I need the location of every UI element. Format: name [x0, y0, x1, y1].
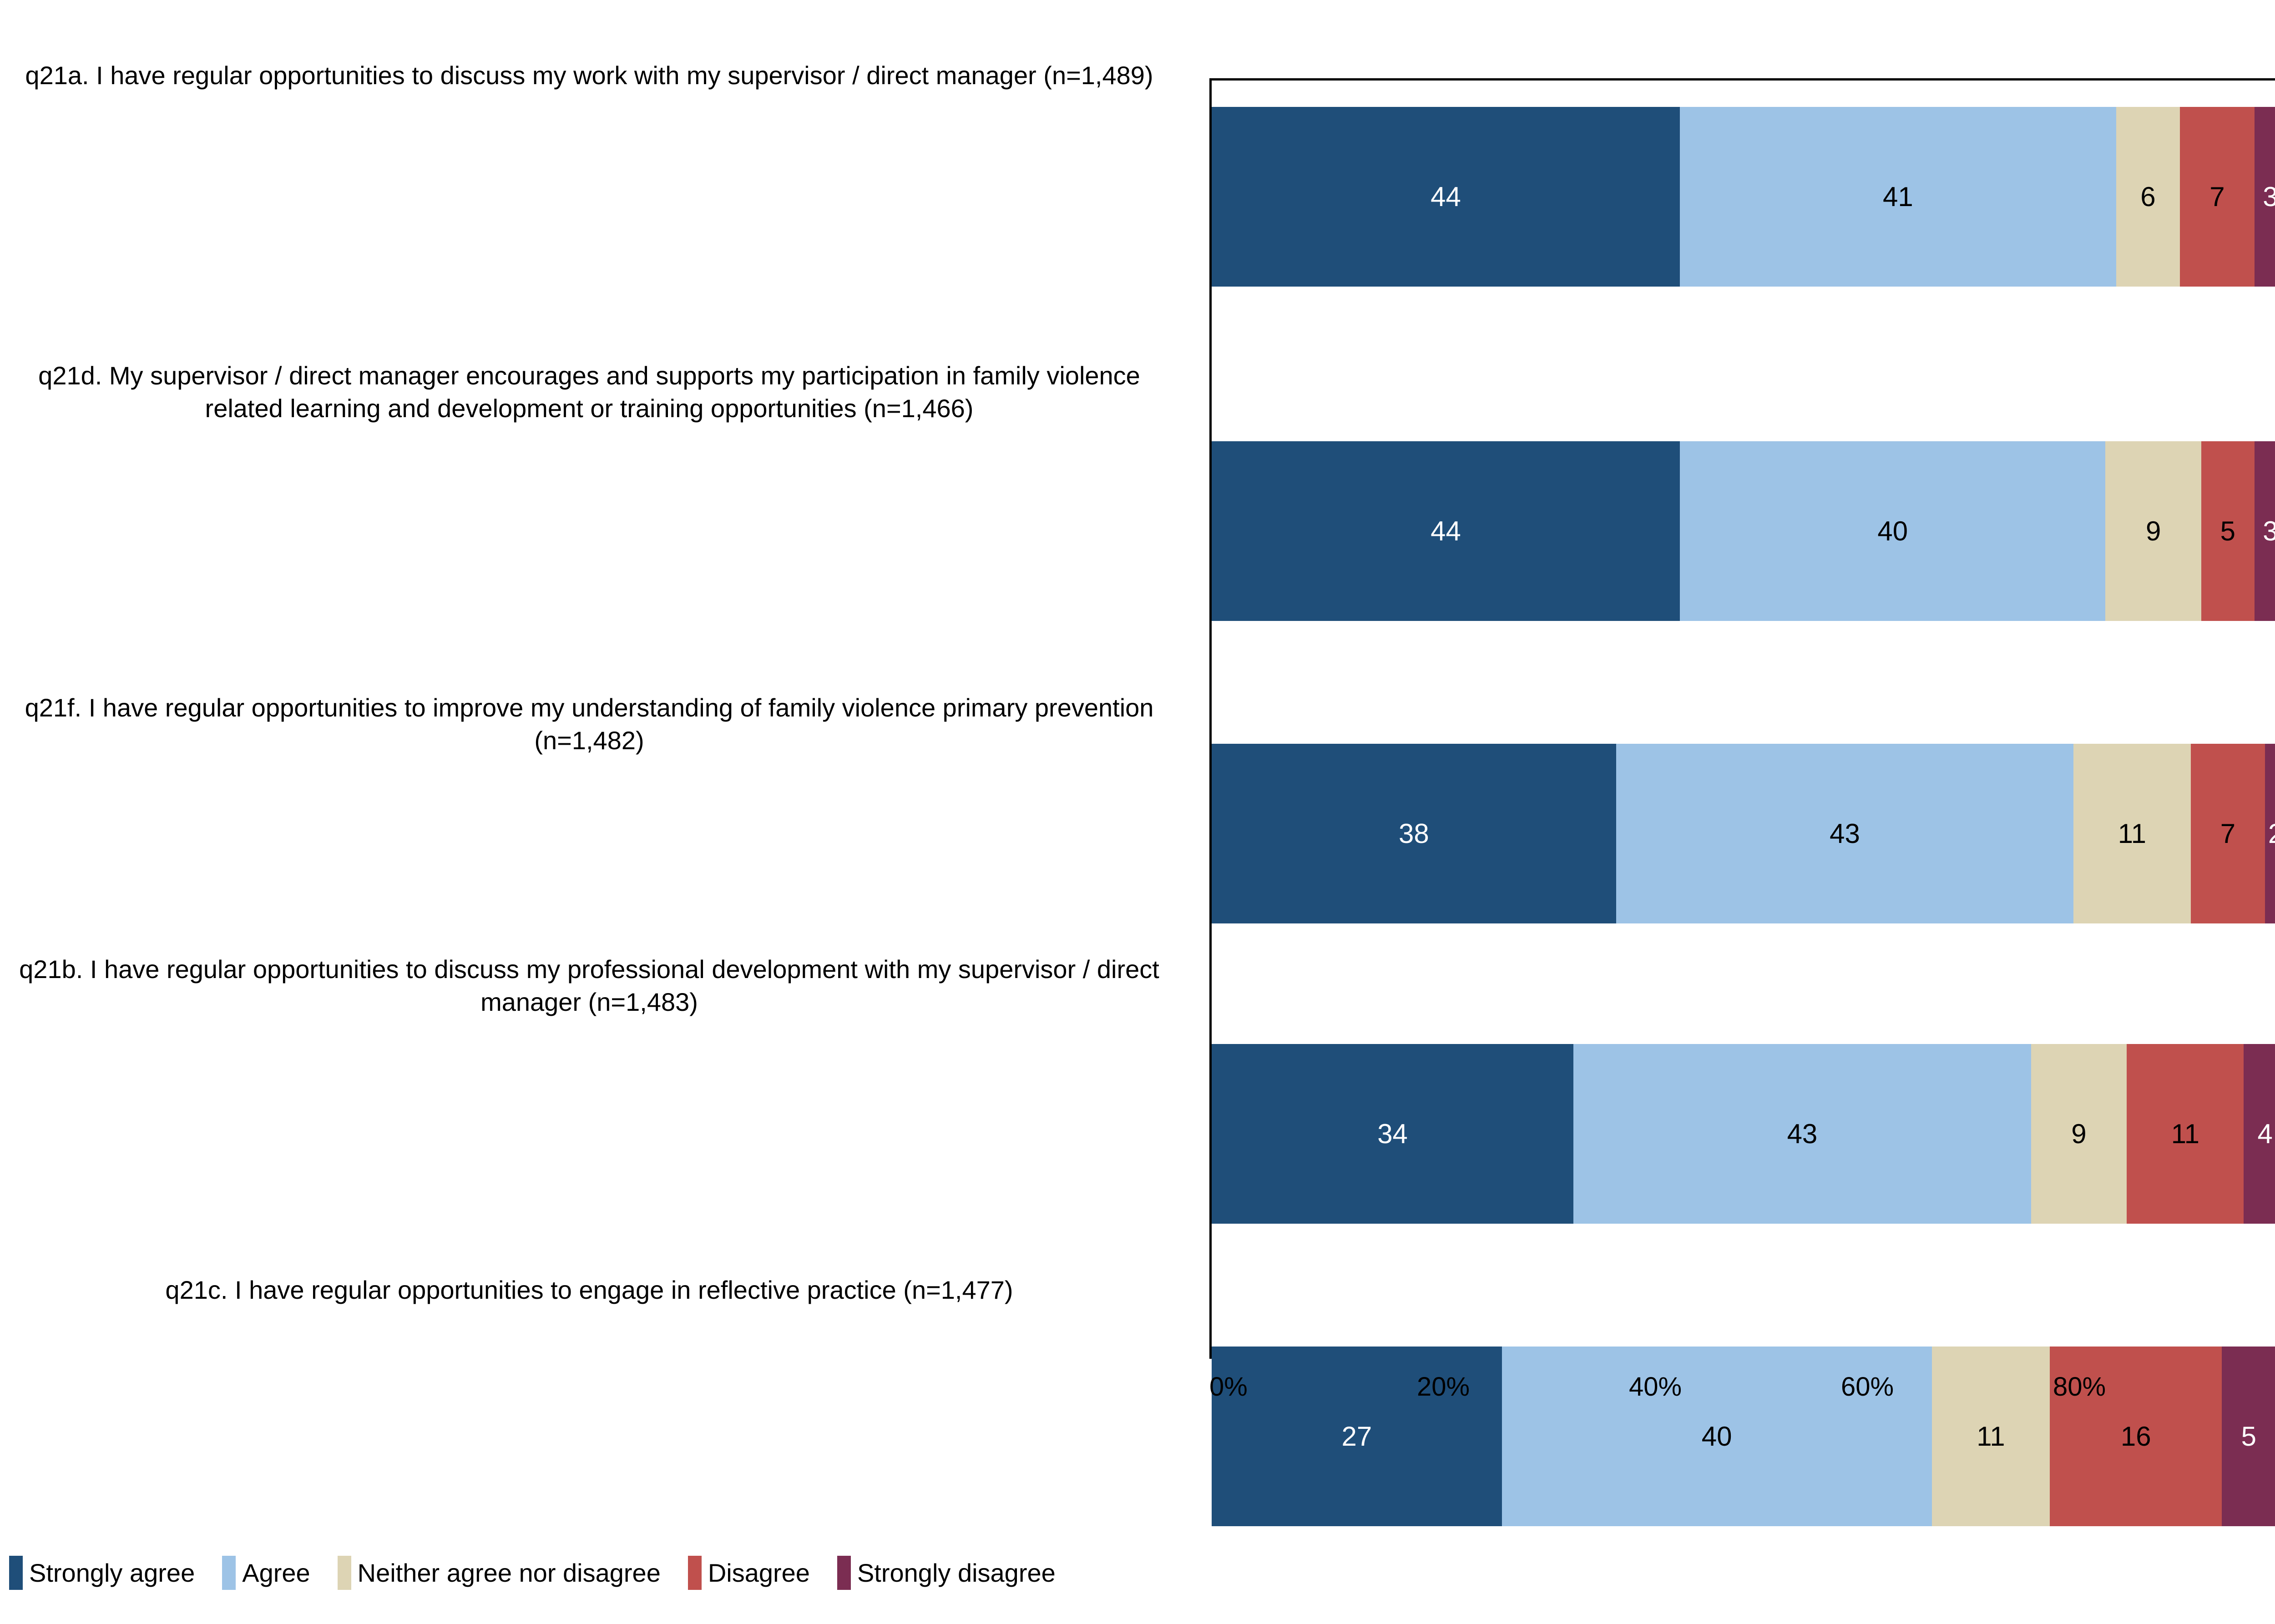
- xaxis-labels: 0% 20% 40% 60% 80% 100%: [1209, 1372, 2275, 1402]
- segment-1-neither[interactable]: 9: [2105, 441, 2201, 621]
- legend-item-stronglyagree[interactable]: Strongly agree: [9, 1556, 195, 1590]
- row-label-0: q21a. I have regular opportunities to di…: [9, 59, 1169, 92]
- legend-label-stronglyagree: Strongly agree: [29, 1558, 195, 1588]
- segment-3-stronglyagree[interactable]: 34: [1212, 1044, 1573, 1224]
- legend-label-agree: Agree: [242, 1558, 310, 1588]
- segment-0-stronglyagree[interactable]: 44: [1212, 107, 1680, 287]
- xtick-2: 40%: [1629, 1372, 1647, 1402]
- segment-3-neither[interactable]: 9: [2031, 1044, 2127, 1224]
- bar-row-3: 34 43 9 11 4: [1212, 1044, 2275, 1224]
- segment-3-stronglydisagree[interactable]: 4: [2244, 1044, 2275, 1224]
- bar-row-1: 44 40 9 5 3: [1212, 441, 2275, 621]
- segment-2-disagree[interactable]: 7: [2191, 744, 2265, 923]
- xtick-1: 20%: [1417, 1372, 1435, 1402]
- segment-1-stronglydisagree[interactable]: 3: [2255, 441, 2275, 621]
- segment-0-agree[interactable]: 41: [1680, 107, 2116, 287]
- segment-3-agree[interactable]: 43: [1573, 1044, 2031, 1224]
- segment-2-stronglyagree[interactable]: 38: [1212, 744, 1616, 923]
- legend-swatch-neither: [338, 1556, 351, 1590]
- legend-swatch-stronglydisagree: [837, 1556, 851, 1590]
- legend-label-neither: Neither agree nor disagree: [358, 1558, 661, 1588]
- legend-item-neither[interactable]: Neither agree nor disagree: [338, 1556, 661, 1590]
- segment-0-neither[interactable]: 6: [2116, 107, 2180, 287]
- legend-label-stronglydisagree: Strongly disagree: [857, 1558, 1056, 1588]
- bar-row-2: 38 43 11 7 2: [1212, 744, 2275, 923]
- segment-1-agree[interactable]: 40: [1680, 441, 2105, 621]
- row-label-1: q21d. My supervisor / direct manager enc…: [9, 359, 1169, 424]
- survey-stacked-bar-chart: % Agree q21a. I have regular opportuniti…: [0, 0, 2275, 1624]
- segment-1-stronglyagree[interactable]: 44: [1212, 441, 1680, 621]
- segment-0-disagree[interactable]: 7: [2180, 107, 2255, 287]
- row-label-4: q21c. I have regular opportunities to en…: [9, 1274, 1169, 1306]
- bar-row-0: 44 41 6 7 3: [1212, 107, 2275, 287]
- xtick-0: 0%: [1209, 1372, 1228, 1402]
- row-label-2: q21f. I have regular opportunities to im…: [9, 691, 1169, 757]
- legend-item-stronglydisagree[interactable]: Strongly disagree: [837, 1556, 1056, 1590]
- segment-2-neither[interactable]: 11: [2073, 744, 2190, 923]
- legend-label-disagree: Disagree: [708, 1558, 810, 1588]
- segment-0-stronglydisagree[interactable]: 3: [2255, 107, 2275, 287]
- legend-item-agree[interactable]: Agree: [222, 1556, 310, 1590]
- chart-legend: Strongly agree Agree Neither agree nor d…: [9, 1556, 2275, 1590]
- segment-1-disagree[interactable]: 5: [2201, 441, 2255, 621]
- legend-swatch-stronglyagree: [9, 1556, 23, 1590]
- legend-item-disagree[interactable]: Disagree: [688, 1556, 810, 1590]
- legend-swatch-disagree: [688, 1556, 702, 1590]
- row-label-3: q21b. I have regular opportunities to di…: [9, 953, 1169, 1018]
- segment-3-disagree[interactable]: 11: [2127, 1044, 2244, 1224]
- xtick-3: 60%: [1841, 1372, 1859, 1402]
- legend-swatch-agree: [222, 1556, 236, 1590]
- segment-2-agree[interactable]: 43: [1616, 744, 2074, 923]
- xtick-4: 80%: [2053, 1372, 2071, 1402]
- segment-2-stronglydisagree[interactable]: 2: [2265, 744, 2275, 923]
